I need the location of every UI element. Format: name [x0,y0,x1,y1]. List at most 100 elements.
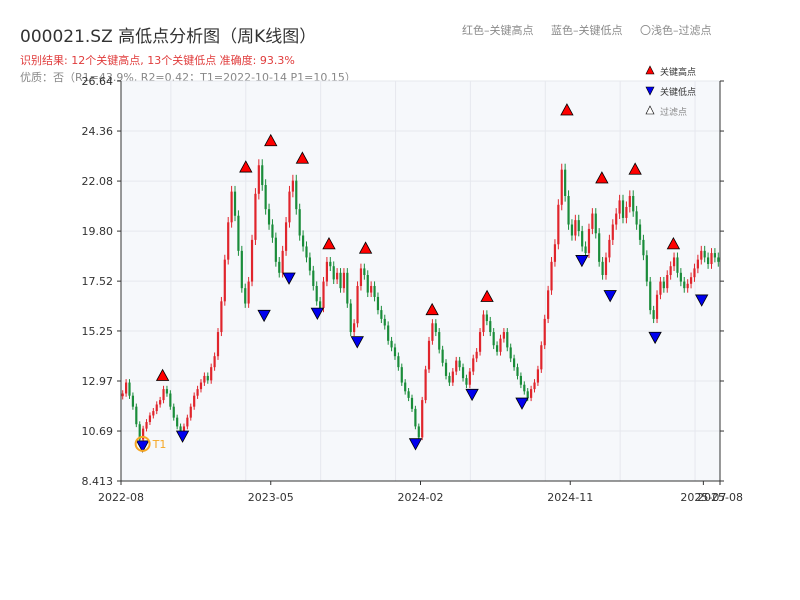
candle-body [713,253,716,258]
key-high-marker [358,241,373,254]
candle-body [400,367,403,383]
candle-body [254,193,257,240]
key-high-marker [628,162,642,175]
candle-body [598,233,601,262]
candle-body [353,323,356,333]
key-high-marker [155,368,170,381]
candle-body [700,250,703,260]
candle-body [318,301,322,308]
candle-body [645,255,648,282]
candle-body [373,285,376,297]
candle-body [669,266,672,275]
chart-title: 000021.SZ 高低点分析图（周K线图） [20,27,317,47]
candle-body [370,285,373,293]
y-tick-label: 17.52 [82,275,114,288]
x-tick-label: 2025-08 [697,491,743,504]
candle-body [315,285,318,302]
candle-body [189,406,192,418]
candle-body [676,257,679,273]
candle-body [142,428,145,440]
candle-body [686,283,689,289]
candle-body [322,281,325,308]
candle-body [138,424,141,440]
candle-body [390,340,393,348]
candle-body [329,261,332,267]
x-tick-label: 2022-08 [98,491,144,504]
candle-body [281,250,284,273]
key-low-marker [695,294,709,307]
candle-body [332,266,335,280]
axes: 8.413 10.69 12.97 15.25 17.52 19.80 22.08 24.36… [82,75,743,504]
candle-body [203,375,206,383]
candle-body [635,211,638,225]
key-low-marker [350,336,364,349]
candle-body [257,165,260,194]
candle-body [567,195,570,225]
key-high-marker [595,171,609,184]
y-tick-label: 19.80 [82,225,114,238]
key-low-marker [515,397,529,410]
key-high-marker [560,103,574,116]
candle-body [570,224,574,236]
candle-body [210,367,213,381]
candle-body [410,397,414,409]
candle-body [601,261,604,275]
y-tick-label: 26.64 [82,75,114,88]
key-high-marker [425,302,439,316]
key-low-marker [603,290,617,303]
candle-body [288,191,291,223]
key-high-marker [239,160,253,173]
t1-ring [134,435,151,452]
candle-body [689,277,693,284]
x-tick-label: 2025-07 [680,491,726,504]
candle-body [502,332,505,339]
candle-body [625,206,628,218]
candle-body [574,220,577,236]
candle-body [176,417,179,427]
candle-body [336,272,339,280]
candle-body [407,391,410,398]
legend-high-label: 关键高点 [660,66,696,78]
candles [121,159,720,443]
candle-body [512,358,516,368]
y-tick-label: 8.413 [82,475,114,488]
candle-body [165,389,169,394]
candle-body [666,274,669,289]
candle-body [182,426,186,431]
candle-body [247,281,250,304]
candle-body [536,369,540,383]
candle-body [652,310,655,319]
candle-body [543,318,546,346]
candle-body [121,393,124,397]
x-tick-label: 2024-11 [547,491,593,504]
candle-body [577,220,580,232]
legend-red-text: 红色–关键高点 [462,24,534,37]
candle-body [261,165,264,186]
candle-body [547,290,550,319]
y-tick-label: 15.25 [82,325,114,338]
candle-body [359,268,363,286]
candle-body [284,222,288,251]
candle-body [220,301,223,333]
key-low-marker [465,388,479,402]
candle-body [478,332,482,352]
candle-body [421,400,424,438]
candle-body [468,371,471,385]
candle-body [509,347,512,359]
key-low-marker [310,307,325,320]
candle-body [363,268,366,275]
candle-body [376,296,380,311]
candle-body [404,382,407,392]
candle-body [325,261,329,282]
candle-body [387,325,390,341]
key-low-marker [408,438,423,451]
candle-body [216,332,220,357]
candle-body [696,259,699,269]
key-high-marker [480,289,494,302]
candle-body [533,382,536,390]
candle-body [448,375,451,383]
candle-body [710,253,713,265]
candle-body [519,375,523,385]
candle-body [267,209,271,225]
